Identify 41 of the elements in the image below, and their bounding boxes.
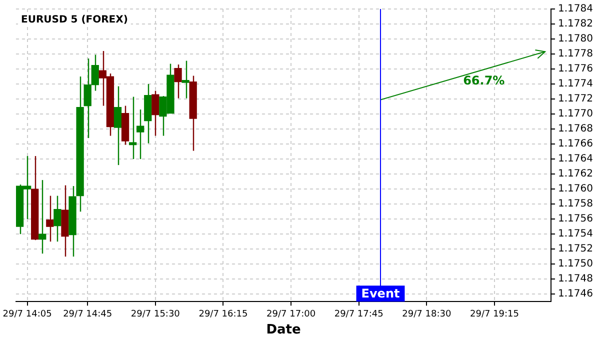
x-tick-label: 29/7 17:00: [266, 309, 316, 320]
x-tick-label: 29/7 14:05: [2, 309, 52, 320]
candlestick: [182, 60, 190, 99]
candlestick: [174, 64, 182, 99]
y-tick-label: 1.1768: [558, 124, 594, 135]
x-tick-label: 29/7 15:30: [130, 309, 180, 320]
y-tick-label: 1.1764: [558, 154, 594, 165]
y-tick-label: 1.1776: [558, 64, 594, 75]
y-tick-label: 1.1782: [558, 18, 594, 30]
y-tick-label: 1.1770: [558, 108, 594, 120]
y-tick-label: 1.1774: [558, 78, 594, 90]
y-tick-label: 1.1756: [558, 214, 594, 225]
y-tick-label: 1.1746: [558, 288, 594, 300]
annotation: Event: [361, 286, 400, 301]
y-tick-label: 1.1748: [558, 274, 594, 285]
x-axis-title: Date: [266, 322, 301, 338]
y-tick-label: 1.1766: [558, 138, 594, 150]
candlestick: [114, 86, 122, 166]
annotation: 66.7%: [463, 74, 505, 88]
candlestick: [38, 179, 46, 254]
y-tick-label: 1.1754: [558, 228, 594, 240]
candlestick: [128, 96, 137, 160]
y-tick-label: 1.1760: [558, 184, 594, 195]
x-tick-label: 29/7 16:15: [198, 309, 248, 320]
y-tick-label: 1.1750: [558, 258, 594, 270]
candlestick: [54, 195, 62, 242]
candlestick: [46, 195, 54, 242]
x-tick-label: 29/7 18:30: [402, 309, 452, 320]
x-tick-label: 29/7 14:45: [63, 309, 112, 320]
y-tick-label: 1.1778: [558, 48, 594, 60]
text: EURUSD 5 (FOREX): [21, 14, 128, 26]
y-tick-label: 1.1772: [558, 94, 594, 105]
candlestick: [136, 108, 144, 160]
y-tick-label: 1.1758: [558, 198, 594, 210]
y-tick-label: 1.1784: [558, 4, 594, 15]
x-tick-label: 29/7 19:15: [470, 309, 519, 320]
y-tick-label: 1.1752: [558, 244, 594, 255]
candlestick: [152, 90, 160, 136]
y-tick-label: 1.1762: [558, 168, 594, 180]
x-tick-label: 29/7 17:45: [334, 309, 384, 320]
y-tick-label: 1.1780: [558, 34, 594, 45]
